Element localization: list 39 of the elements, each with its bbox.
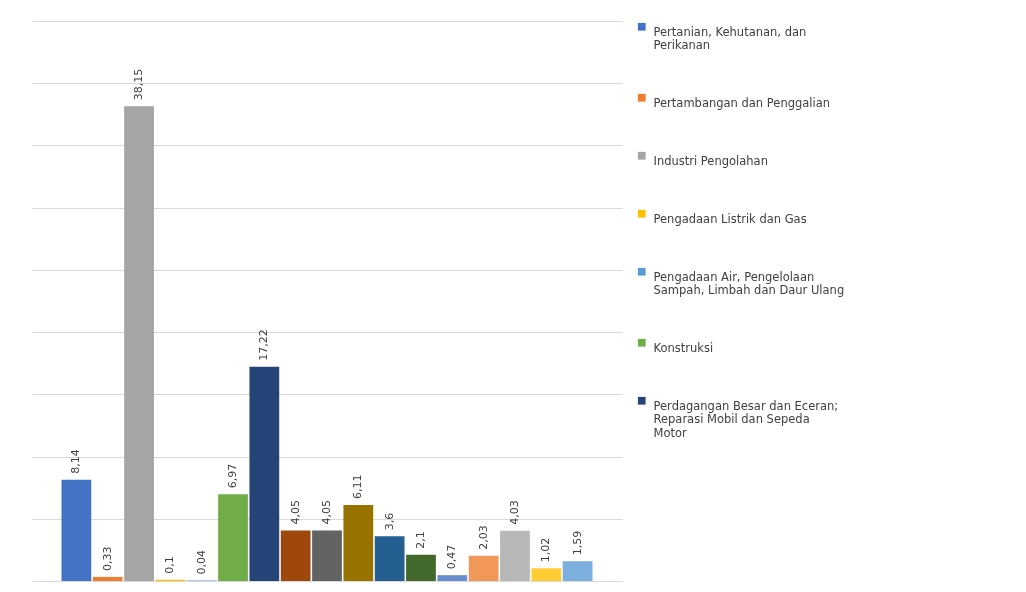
data-label: 2,1 bbox=[413, 531, 427, 549]
bar bbox=[406, 554, 436, 581]
data-label: 38,15 bbox=[132, 68, 146, 101]
legend-label: Pertanian, Kehutanan, dan Perikanan bbox=[653, 24, 807, 53]
legend-label: Pertambangan dan Penggalian bbox=[653, 95, 831, 110]
data-label: 8,14 bbox=[69, 449, 83, 474]
data-label: 6,97 bbox=[226, 463, 240, 489]
data-label: 4,03 bbox=[507, 500, 521, 525]
legend-label: Pengadaan Air, Pengelolaan Sampah, Limbah dan Daur Ulang bbox=[653, 269, 845, 298]
legend-label: Konstruksi bbox=[653, 340, 714, 355]
data-label: 0,33 bbox=[100, 546, 114, 571]
bar bbox=[61, 479, 92, 581]
bar bbox=[92, 576, 123, 581]
legend-label: Industri Pengolahan bbox=[653, 153, 768, 168]
bar bbox=[531, 568, 562, 581]
bar bbox=[437, 575, 468, 581]
bar bbox=[218, 494, 248, 581]
bar bbox=[249, 366, 280, 581]
data-label: 1,02 bbox=[539, 537, 553, 563]
data-label: 0,47 bbox=[445, 544, 459, 570]
data-label: 6,11 bbox=[351, 474, 365, 499]
bar bbox=[500, 530, 530, 581]
bar bbox=[468, 555, 499, 581]
legend-label: Pengadaan Listrik dan Gas bbox=[653, 211, 807, 226]
data-label: 4,05 bbox=[288, 500, 302, 525]
data-label: 0,1 bbox=[163, 556, 177, 574]
legend-label: Perdagangan Besar dan Eceran; Reparasi Mobil dan Sepeda Motor bbox=[653, 398, 839, 440]
data-label: 3,6 bbox=[382, 512, 396, 531]
data-label: 17,22 bbox=[257, 329, 271, 361]
bar bbox=[374, 536, 405, 581]
bar bbox=[280, 530, 311, 581]
bar bbox=[343, 504, 374, 581]
bar bbox=[562, 561, 593, 581]
data-label: 4,05 bbox=[320, 500, 333, 525]
bar bbox=[312, 530, 342, 581]
data-label: 1,59 bbox=[570, 530, 584, 556]
bar bbox=[124, 106, 154, 581]
data-label: 0,04 bbox=[194, 550, 208, 575]
data-label: 2,03 bbox=[476, 525, 490, 550]
